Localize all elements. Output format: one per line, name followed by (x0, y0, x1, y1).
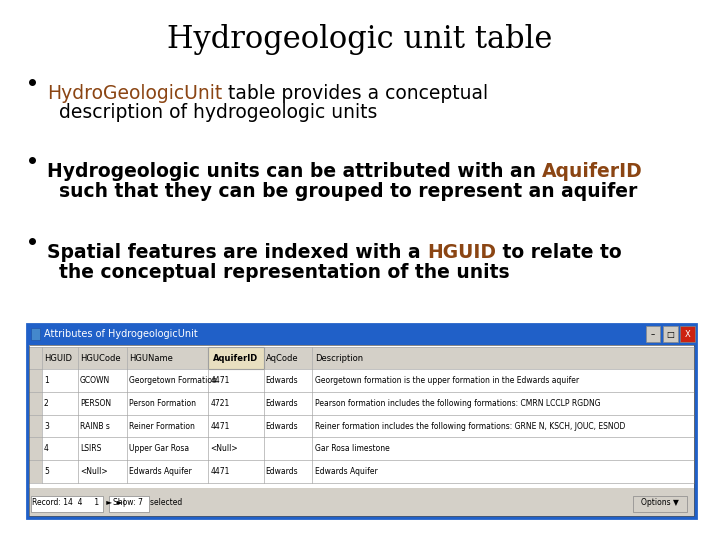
Bar (29, 460, 42, 483)
Text: Description: Description (315, 354, 363, 362)
Text: Georgetown formation is the upper formation in the Edwards aquifer: Georgetown formation is the upper format… (315, 376, 579, 385)
Bar (29, 488, 694, 516)
Text: Person Formation: Person Formation (129, 399, 196, 408)
Text: RAINB s: RAINB s (80, 422, 109, 430)
Text: 3: 3 (44, 422, 49, 430)
Text: Edwards Aquifer: Edwards Aquifer (315, 467, 377, 476)
Bar (680, 326, 695, 342)
Bar (29, 347, 42, 369)
Text: 4: 4 (44, 444, 49, 453)
Bar (27, 324, 696, 518)
Text: 4471: 4471 (210, 422, 230, 430)
Text: Edwards: Edwards (266, 467, 298, 476)
Text: Gar Rosa limestone: Gar Rosa limestone (315, 444, 390, 453)
Text: X: X (685, 330, 690, 339)
Text: Edwards: Edwards (266, 399, 298, 408)
Bar (29, 415, 42, 437)
Text: Edwards: Edwards (266, 376, 298, 385)
Bar (27, 324, 696, 345)
Bar (29, 345, 694, 516)
Text: Hydrogeologic units can be attributed with an: Hydrogeologic units can be attributed wi… (47, 162, 542, 181)
Text: Hydrogeologic unit table: Hydrogeologic unit table (167, 24, 553, 55)
Text: LSIRS: LSIRS (80, 444, 102, 453)
Bar (31, 328, 40, 340)
Text: HGUCode: HGUCode (80, 354, 120, 362)
Text: HydroGeologicUnit: HydroGeologicUnit (47, 84, 222, 103)
Text: description of hydrogeologic units: description of hydrogeologic units (59, 103, 377, 122)
Bar (31, 496, 103, 512)
Bar (42, 347, 694, 369)
Text: Show: 7   selected: Show: 7 selected (113, 498, 182, 507)
Text: 5: 5 (44, 467, 49, 476)
Text: the conceptual representation of the units: the conceptual representation of the uni… (59, 262, 510, 281)
Text: 4471: 4471 (210, 467, 230, 476)
Bar (29, 437, 42, 460)
Text: AqCode: AqCode (266, 354, 298, 362)
Text: –: – (651, 330, 655, 339)
Text: Attributes of HydrogeologicUnit: Attributes of HydrogeologicUnit (44, 329, 198, 339)
Bar (646, 326, 660, 342)
Text: 2: 2 (44, 399, 49, 408)
Bar (29, 392, 42, 415)
Bar (29, 345, 694, 516)
Text: to relate to: to relate to (496, 243, 621, 262)
Text: 4471: 4471 (210, 376, 230, 385)
Text: table provides a conceptual: table provides a conceptual (222, 84, 488, 103)
Bar (109, 496, 149, 512)
Bar (42, 392, 694, 415)
Bar (633, 496, 687, 512)
Text: such that they can be grouped to represent an aquifer: such that they can be grouped to represe… (59, 181, 637, 200)
Text: Spatial features are indexed with a: Spatial features are indexed with a (47, 243, 427, 262)
Text: HGUID: HGUID (44, 354, 72, 362)
Text: AquiferID: AquiferID (213, 354, 258, 362)
Bar (29, 369, 42, 392)
Text: <Null>: <Null> (210, 444, 238, 453)
Text: Upper Gar Rosa: Upper Gar Rosa (129, 444, 189, 453)
Text: Reiner formation includes the following formations: GRNE N, KSCH, JOUC, ESNOD: Reiner formation includes the following … (315, 422, 625, 430)
Bar (42, 369, 694, 392)
Text: Edwards Aquifer: Edwards Aquifer (129, 467, 192, 476)
Bar (42, 437, 694, 460)
Text: HGUName: HGUName (129, 354, 173, 362)
Text: 4721: 4721 (210, 399, 230, 408)
Text: Record: 14  4     1   ►  ►|: Record: 14 4 1 ► ►| (32, 498, 126, 507)
Text: Georgetown Formation: Georgetown Formation (129, 376, 217, 385)
Text: HGUID: HGUID (427, 243, 496, 262)
Text: <Null>: <Null> (80, 467, 107, 476)
Bar (208, 347, 264, 369)
Text: Reiner Formation: Reiner Formation (129, 422, 194, 430)
Text: PERSON: PERSON (80, 399, 111, 408)
Bar (42, 460, 694, 483)
Bar (663, 326, 678, 342)
Text: Edwards: Edwards (266, 422, 298, 430)
Text: AquiferID: AquiferID (542, 162, 643, 181)
Text: Options ▼: Options ▼ (641, 498, 678, 507)
Text: □: □ (667, 330, 674, 339)
Text: 1: 1 (44, 376, 49, 385)
Text: GCOWN: GCOWN (80, 376, 110, 385)
Bar (42, 415, 694, 437)
Text: Pearson formation includes the following formations: CMRN LCCLP RGDNG: Pearson formation includes the following… (315, 399, 600, 408)
